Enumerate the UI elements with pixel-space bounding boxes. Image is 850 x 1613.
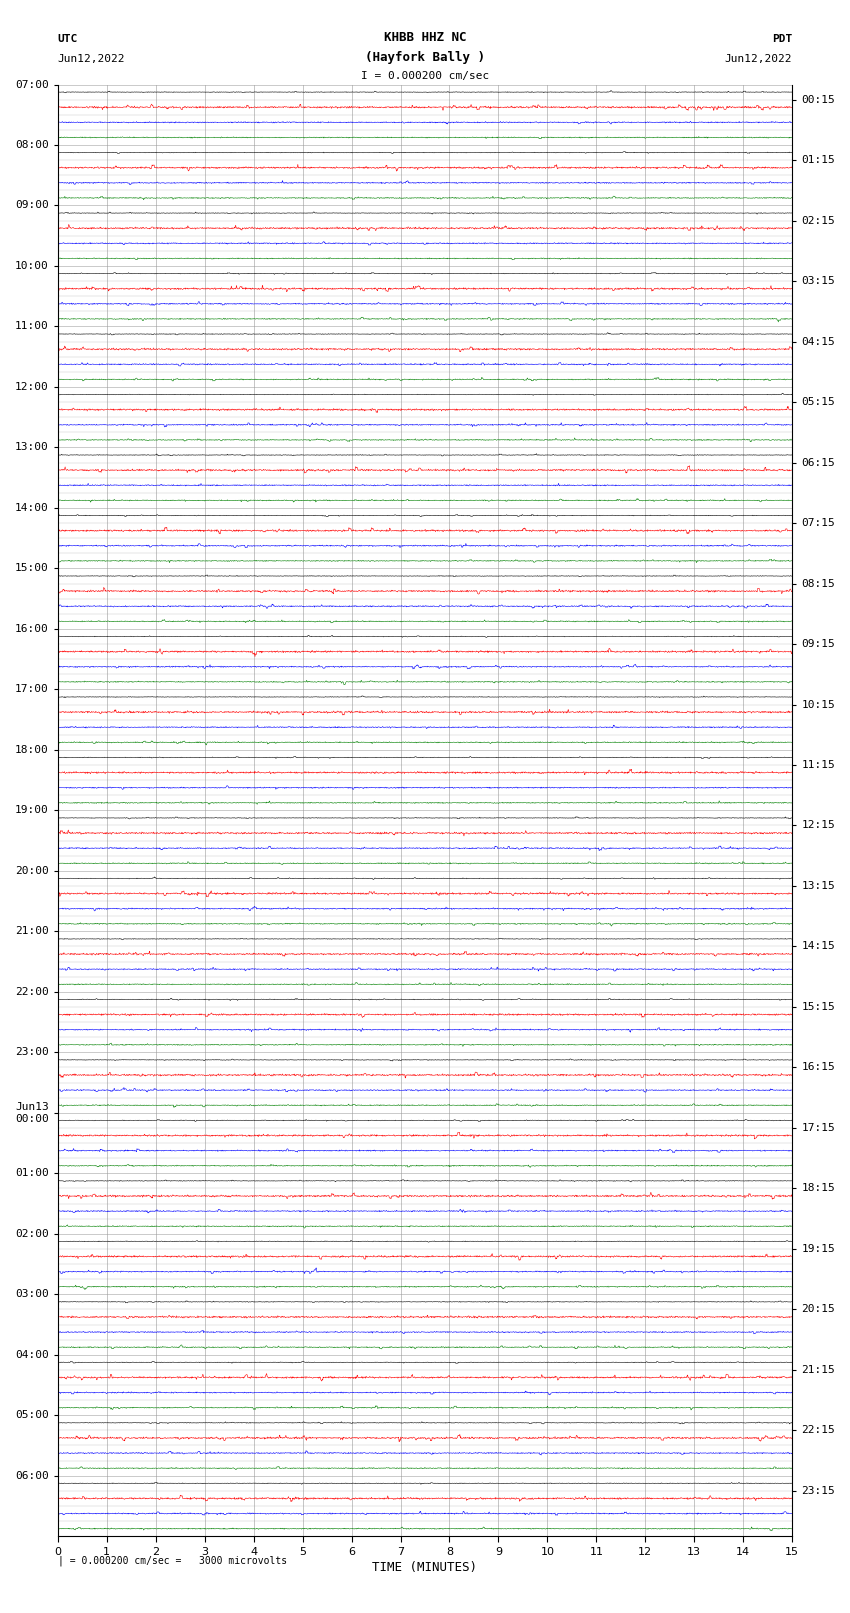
Text: UTC: UTC bbox=[58, 34, 78, 44]
Text: KHBB HHZ NC: KHBB HHZ NC bbox=[383, 31, 467, 44]
X-axis label: TIME (MINUTES): TIME (MINUTES) bbox=[372, 1561, 478, 1574]
Text: Jun12,2022: Jun12,2022 bbox=[725, 53, 792, 63]
Text: PDT: PDT bbox=[772, 34, 792, 44]
Text: (Hayfork Bally ): (Hayfork Bally ) bbox=[365, 50, 485, 63]
Text: I = 0.000200 cm/sec: I = 0.000200 cm/sec bbox=[361, 71, 489, 81]
Text: | = 0.000200 cm/sec =   3000 microvolts: | = 0.000200 cm/sec = 3000 microvolts bbox=[58, 1555, 287, 1566]
Text: Jun12,2022: Jun12,2022 bbox=[58, 53, 125, 63]
